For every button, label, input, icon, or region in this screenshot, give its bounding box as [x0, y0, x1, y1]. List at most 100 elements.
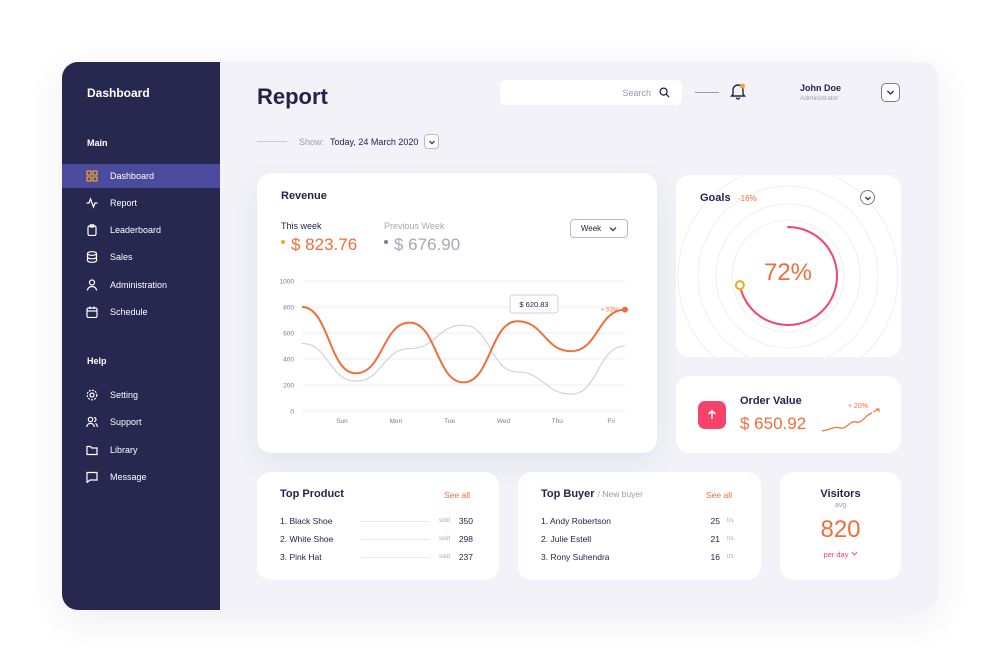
- visitors-period-dropdown[interactable]: per day: [780, 550, 901, 559]
- date-dropdown-button[interactable]: [424, 134, 440, 149]
- sidebar-item-setting[interactable]: Setting: [62, 383, 220, 407]
- divider: [257, 141, 287, 142]
- gear-icon: [86, 389, 98, 401]
- goals-dropdown-button[interactable]: [860, 190, 875, 205]
- range-select[interactable]: Week: [570, 219, 628, 238]
- user-role: Administrator: [800, 95, 839, 102]
- sidebar-item-support[interactable]: Support: [62, 410, 220, 434]
- sidebar-item-label: Dashboard: [110, 171, 155, 181]
- sidebar-item-label: Report: [110, 198, 138, 208]
- top-product-title: Top Product: [280, 488, 344, 500]
- product-name: 2. White Shoe: [280, 534, 334, 544]
- buyer-transactions: 16: [710, 552, 720, 562]
- product-sold: 350: [458, 516, 473, 526]
- x-tick-label: Fri: [607, 418, 615, 425]
- list-item: 1. Black Shoe: [280, 514, 332, 528]
- sidebar: Dashboard Main Dashboard Report Leaderbo…: [62, 62, 220, 610]
- goals-progress-marker: [734, 280, 745, 291]
- series-line-previous-week: [301, 324, 626, 395]
- range-select-label: Week: [580, 224, 602, 233]
- series-endpoint: [622, 306, 628, 313]
- top-buyer-subtitle[interactable]: / New buyer: [597, 489, 643, 499]
- user-name: John Doe: [800, 83, 842, 93]
- sidebar-item-library[interactable]: Library: [62, 438, 220, 462]
- sidebar-item-label: Administration: [110, 280, 168, 290]
- show-label: Show:: [299, 136, 325, 147]
- page-title: Report: [257, 84, 328, 109]
- delta-label: + 53%: [601, 308, 619, 314]
- brand-title: Dashboard: [87, 86, 150, 100]
- order-value-card: Order Value $ 650.92 + 20%: [676, 376, 901, 453]
- visitors-title: Visitors: [820, 488, 861, 500]
- sidebar-item-schedule[interactable]: Schedule: [62, 300, 220, 324]
- goals-title: Goals: [700, 192, 731, 204]
- unit-label: trs: [727, 518, 734, 524]
- sidebar-item-label: Support: [110, 417, 142, 427]
- sidebar-item-label: Setting: [110, 390, 139, 400]
- sidebar-item-leaderboard[interactable]: Leaderboard: [62, 218, 220, 242]
- order-value-title: Order Value: [740, 395, 802, 407]
- sidebar-item-label: Sales: [110, 252, 133, 262]
- y-tick-label: 1000: [280, 279, 295, 286]
- divider: [361, 557, 429, 558]
- visitors-subtitle: avg: [834, 502, 847, 509]
- sidebar-item-message[interactable]: Message: [62, 465, 220, 489]
- arrow-up-icon: [698, 401, 726, 429]
- search-input[interactable]: Search: [500, 80, 682, 105]
- decorative-ring: [677, 175, 899, 357]
- list-item: 2. Julie Estell: [541, 532, 591, 546]
- sidebar-item-report[interactable]: Report: [62, 191, 220, 215]
- sidebar-item-sales[interactable]: Sales: [62, 245, 220, 269]
- this-week-label: This week: [281, 221, 322, 231]
- x-tick-label: Thu: [552, 418, 564, 425]
- goals-delta: -16%: [738, 194, 757, 203]
- goals-card: Goals -16% 72%: [676, 175, 901, 357]
- decorative-ring: [731, 219, 845, 333]
- top-buyer-see-all-link[interactable]: See all: [706, 490, 732, 500]
- section-label-help: Help: [87, 356, 107, 366]
- x-tick-label: Wed: [497, 418, 511, 425]
- decorative-ring: [715, 203, 861, 349]
- top-product-see-all-link[interactable]: See all: [444, 490, 470, 500]
- unit-label: sold: [439, 536, 451, 542]
- visitors-value: 820: [820, 516, 861, 543]
- buyer-transactions: 25: [710, 516, 720, 526]
- tooltip-box: [509, 294, 559, 314]
- tooltip-label: $ 620.83: [519, 300, 548, 309]
- unit-label: sold: [439, 554, 451, 560]
- bell-icon[interactable]: [730, 82, 746, 100]
- x-tick-label: Mon: [390, 418, 403, 425]
- x-tick-label: Tue: [444, 418, 455, 425]
- list-item: 3. Pink Hat: [280, 550, 322, 564]
- search-placeholder: Search: [622, 87, 651, 98]
- date-filter: Show: Today, 24 March 2020: [257, 134, 440, 149]
- revenue-chart: 02004006008001000SunMonTueWedThuFriSat+ …: [280, 279, 628, 425]
- user-menu-button[interactable]: [881, 83, 900, 102]
- visitors-card: Visitors avg 820 per day: [780, 472, 901, 580]
- goals-percent: 72%: [763, 259, 813, 286]
- y-tick-label: 600: [283, 331, 294, 338]
- visitors-period: per day: [823, 550, 849, 559]
- database-icon: [86, 251, 98, 263]
- divider: [361, 521, 429, 522]
- previous-week-dot: [384, 240, 388, 244]
- top-buyer-card: Top Buyer / New buyer See all 1. Andy Ro…: [518, 472, 761, 580]
- top-buyer-title: Top Buyer / New buyer: [541, 488, 643, 500]
- sidebar-item-administration[interactable]: Administration: [62, 273, 220, 297]
- search-icon: [659, 87, 670, 98]
- buyer-name: 3. Rony Suhendra: [541, 552, 610, 562]
- previous-week-value: $ 676.90: [394, 235, 461, 254]
- sidebar-item-dashboard[interactable]: Dashboard: [62, 164, 220, 188]
- sidebar-item-label: Leaderboard: [110, 225, 162, 235]
- y-tick-label: 400: [283, 357, 294, 364]
- buyer-name: 2. Julie Estell: [541, 534, 592, 544]
- sidebar-item-label: Schedule: [110, 307, 148, 317]
- product-sold: 237: [458, 552, 473, 562]
- clipboard-icon: [86, 224, 98, 236]
- y-tick-label: 800: [283, 305, 294, 312]
- chevron-down-icon: [609, 226, 617, 231]
- list-item: 1. Andy Robertson: [541, 514, 611, 528]
- main-content: Report Show: Today, 24 March 2020 Search…: [220, 62, 938, 610]
- order-value-delta: + 20%: [848, 403, 869, 410]
- chevron-down-icon: [851, 551, 858, 556]
